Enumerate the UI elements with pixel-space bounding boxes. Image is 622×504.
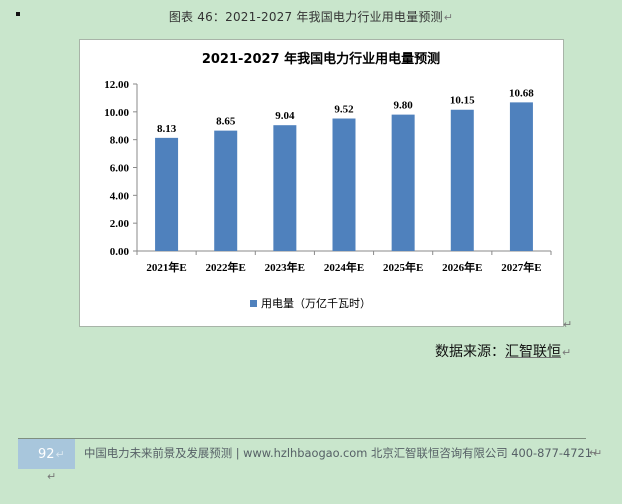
data-label: 8.65 — [216, 116, 236, 128]
chart-container: 2021-2027 年我国电力行业用电量预测 0.00 2.00 4.00 6.00 8.… — [79, 39, 564, 327]
y-tick-label: 8.00 — [110, 135, 130, 147]
data-source: 数据来源：汇智联恒↵ — [435, 341, 571, 361]
y-tick-label: 2.00 — [110, 218, 130, 230]
paragraph-mark: ↵ — [47, 470, 57, 483]
bar — [155, 137, 179, 251]
bar — [273, 125, 297, 251]
data-label: 9.52 — [334, 104, 354, 116]
footer-text-content: 中国电力未来前景及发展预测 | www.hzlhbaogao.com 北京汇智联… — [84, 446, 592, 460]
paragraph-mark: ↵ — [55, 448, 65, 461]
page-number-box — [18, 439, 75, 469]
x-tick-label: 2024年E — [324, 260, 364, 274]
paragraph-mark: ↵ — [593, 447, 603, 460]
bar — [214, 130, 238, 251]
data-label: 9.80 — [394, 100, 414, 112]
paragraph-mark: ↵ — [562, 346, 572, 359]
chart-title: 2021-2027 年我国电力行业用电量预测 — [202, 51, 440, 67]
x-tick-label: 2023年E — [265, 260, 305, 274]
x-tick-label: 2022年E — [206, 260, 246, 274]
bar — [450, 109, 474, 251]
data-label: 10.15 — [450, 95, 475, 107]
paragraph-mark: ↵ — [589, 446, 599, 459]
footer-text: 中国电力未来前景及发展预测 | www.hzlhbaogao.com 北京汇智联… — [84, 445, 602, 461]
x-tick-label: 2026年E — [442, 260, 482, 274]
x-tick-label: 2025年E — [383, 260, 423, 274]
bar-chart: 2021-2027 年我国电力行业用电量预测 0.00 2.00 4.00 6.00 8.… — [104, 51, 552, 310]
x-tick-label: 2021年E — [146, 260, 186, 274]
data-label: 10.68 — [509, 87, 534, 99]
source-value: 汇智联恒 — [505, 344, 561, 360]
figure-caption: 图表 46：2021-2027 年我国电力行业用电量预测↵ — [0, 8, 622, 25]
y-tick-label: 12.00 — [104, 79, 129, 91]
legend-label: 用电量（万亿千瓦时） — [261, 297, 371, 310]
bar — [509, 102, 533, 251]
y-tick-label: 4.00 — [110, 190, 130, 202]
paragraph-mark: ↵ — [443, 11, 454, 24]
paragraph-mark: ↵ — [563, 318, 573, 331]
page-number-text: 92 — [38, 447, 55, 462]
data-label: 8.13 — [157, 123, 177, 135]
list-bullet — [16, 12, 20, 16]
source-label: 数据来源： — [435, 344, 505, 360]
legend-swatch — [250, 300, 257, 307]
bar — [391, 114, 415, 251]
footer-divider — [18, 438, 586, 439]
x-tick-label: 2027年E — [501, 260, 541, 274]
y-tick-label: 0.00 — [110, 246, 130, 258]
bar — [332, 118, 356, 251]
data-label: 9.04 — [275, 110, 295, 122]
figure-caption-text: 图表 46：2021-2027 年我国电力行业用电量预测 — [168, 10, 443, 24]
y-tick-label: 6.00 — [110, 163, 130, 175]
page-number: 92↵ — [38, 447, 65, 462]
y-tick-label: 10.00 — [104, 107, 129, 119]
